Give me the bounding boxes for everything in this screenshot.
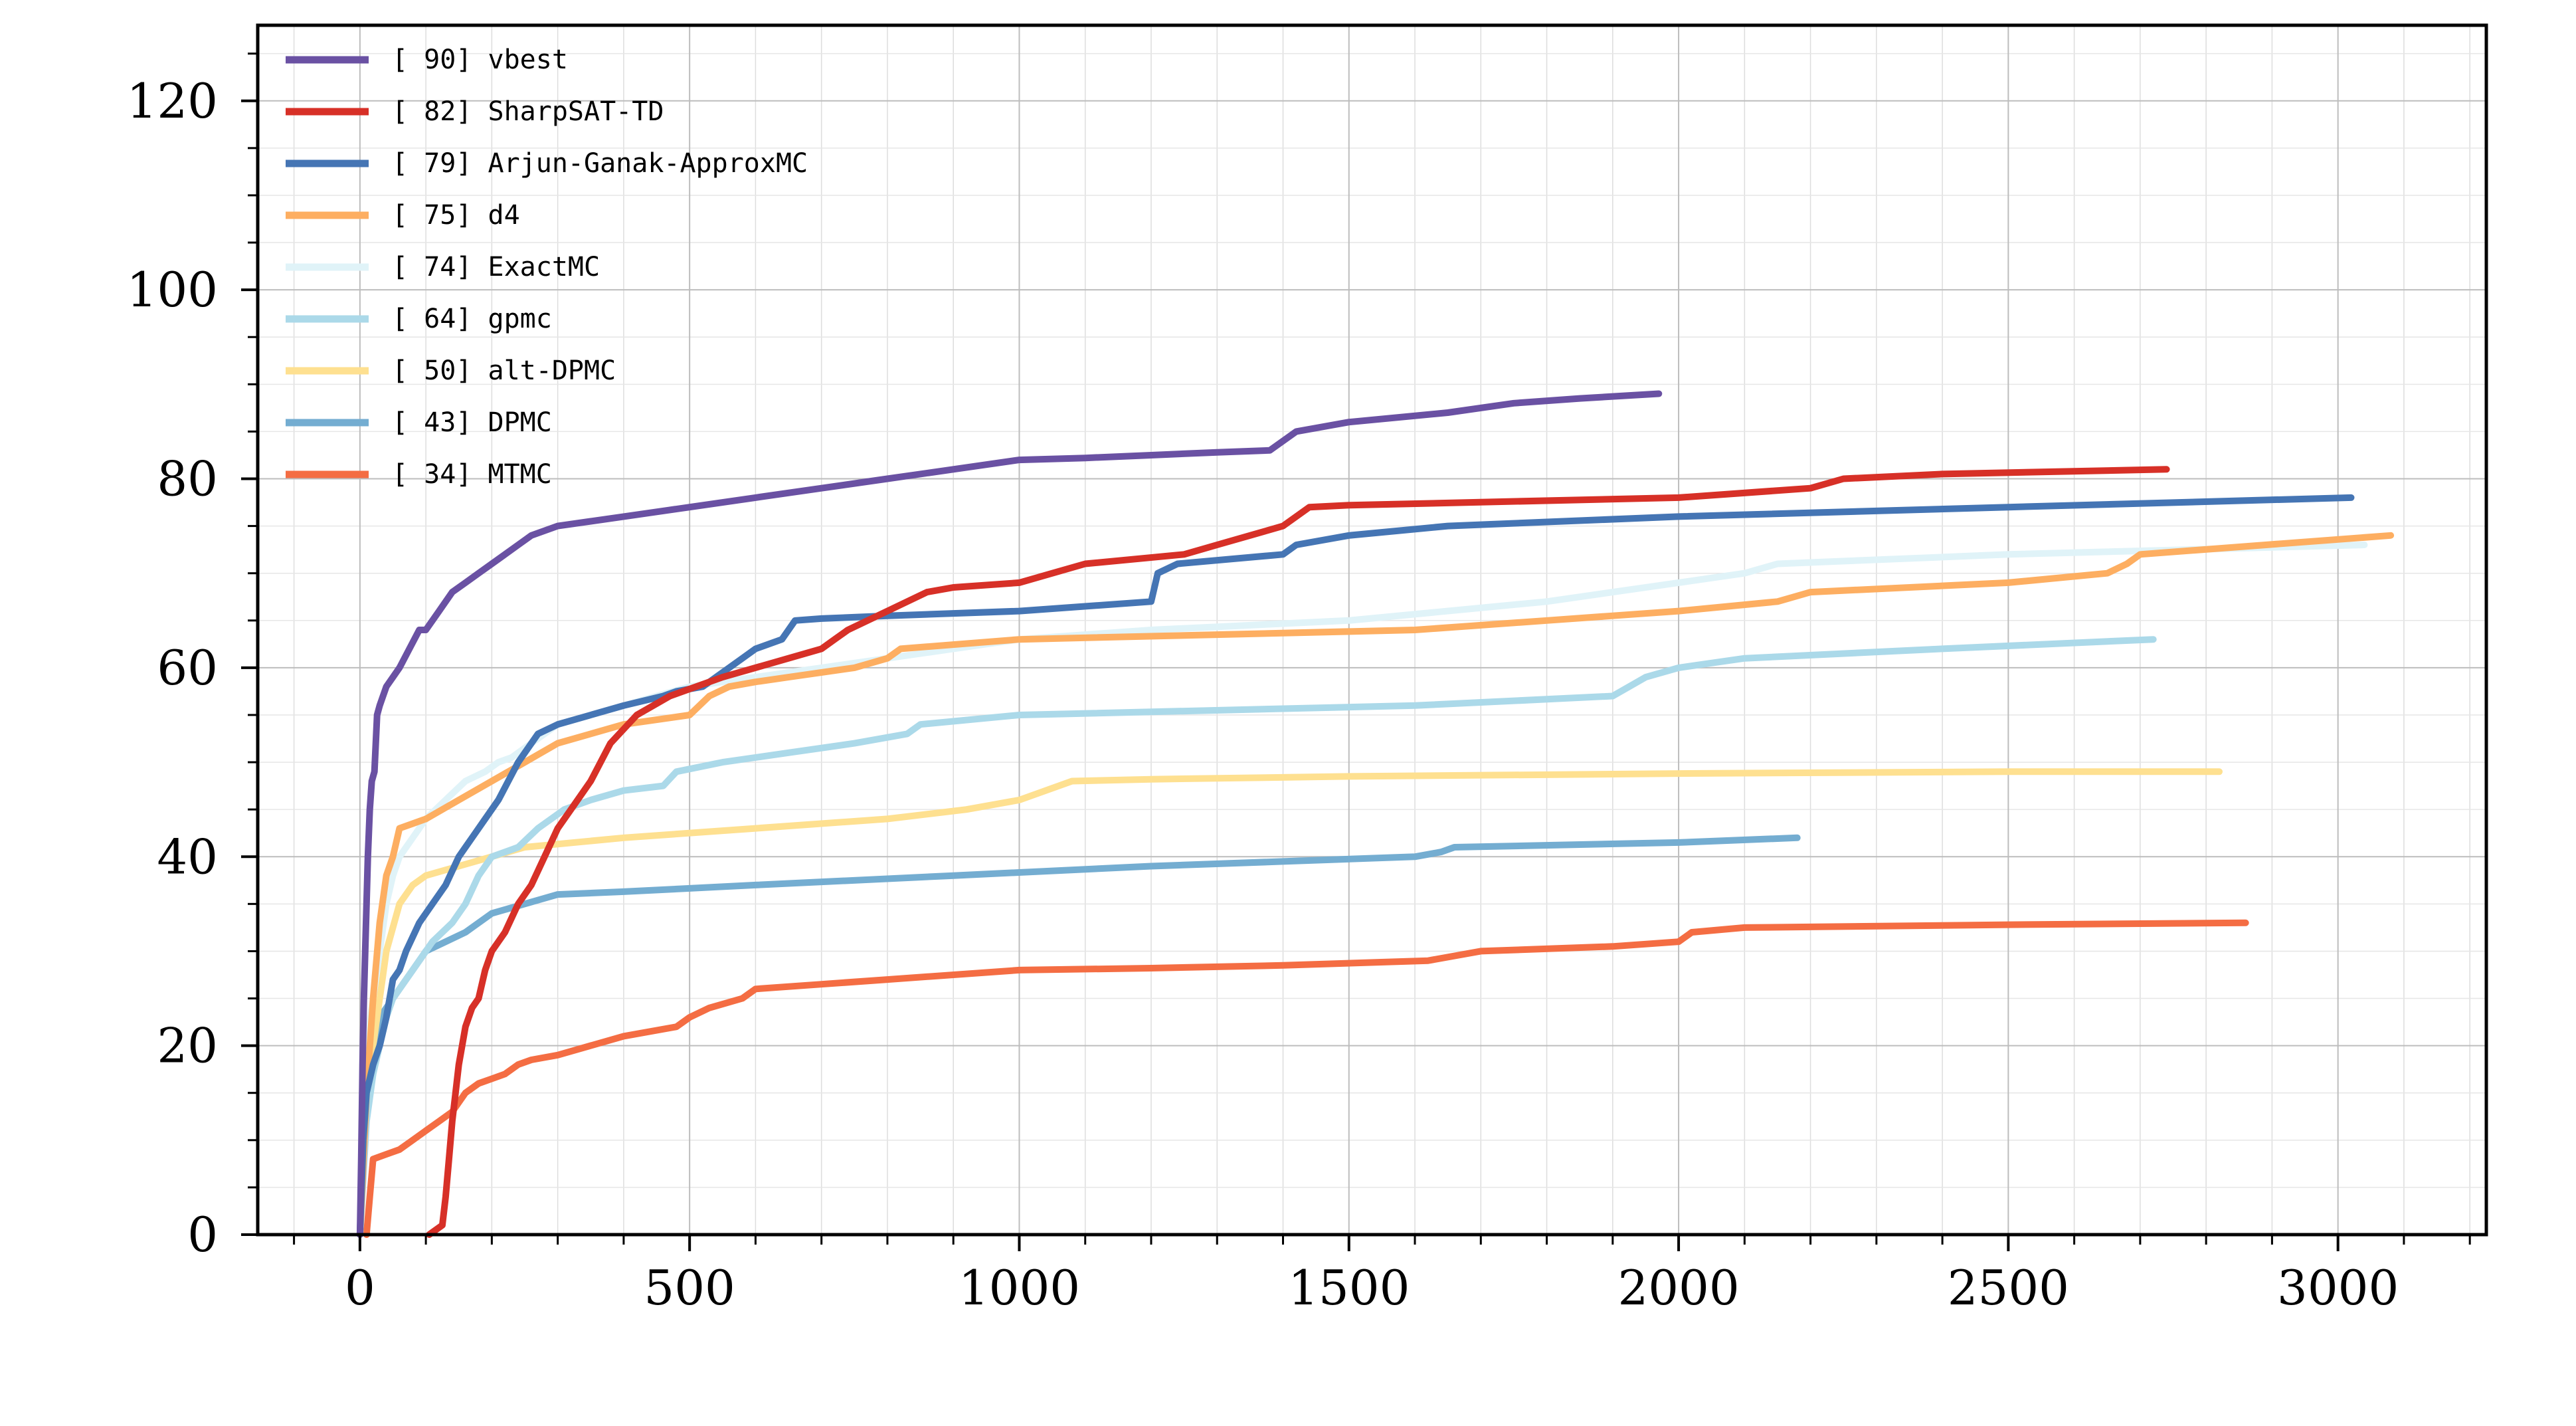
y-tick-label: 60	[157, 640, 218, 696]
x-tick-label: 1500	[1288, 1260, 1410, 1316]
y-tick-label: 0	[187, 1207, 218, 1263]
plot-frame	[256, 23, 2488, 1237]
series-line	[426, 466, 2170, 1238]
y-tick-label: 20	[157, 1018, 218, 1074]
series-lines	[356, 390, 2395, 1238]
legend-item: [ 34] MTMC	[286, 459, 552, 490]
minor-grid	[258, 25, 2486, 1235]
legend-item: [ 90] vbest	[286, 45, 568, 75]
y-tick-label: 120	[127, 73, 218, 129]
legend-label: [ 79] Arjun-Ganak-ApproxMC	[392, 148, 808, 179]
legend-label: [ 50] alt-DPMC	[392, 356, 616, 386]
series-line	[356, 390, 1663, 1238]
legend-label: [ 34] MTMC	[392, 459, 552, 490]
legend-item: [ 50] alt-DPMC	[286, 356, 616, 386]
y-axis-tick-labels: 0 20 40 60 80 100 120	[127, 73, 218, 1263]
legend-label: [ 75] d4	[392, 200, 520, 231]
legend-item: [ 74] ExactMC	[286, 252, 600, 282]
legend-item: [ 82] SharpSAT-TD	[286, 96, 664, 127]
y-tick-label: 40	[157, 829, 218, 884]
series-line	[356, 532, 2395, 1238]
x-tick-label: 1000	[959, 1260, 1080, 1316]
legend-item: [ 64] gpmc	[286, 304, 552, 334]
legend: [ 90] vbest [ 82] SharpSAT-TD [ 79] Arjun-…	[286, 45, 808, 490]
x-tick-label: 0	[345, 1260, 375, 1316]
legend-label: [ 64] gpmc	[392, 304, 552, 334]
x-axis-tick-labels: 0 500 1000 1500 2000 2500 3000	[345, 1260, 2399, 1316]
y-tick-label: 80	[157, 451, 218, 507]
x-tick-label: 2500	[1948, 1260, 2069, 1316]
legend-item: [ 79] Arjun-Ganak-ApproxMC	[286, 148, 808, 179]
legend-label: [ 82] SharpSAT-TD	[392, 96, 664, 127]
x-tick-label: 2000	[1617, 1260, 1739, 1316]
legend-item: [ 43] DPMC	[286, 407, 552, 438]
x-tick-label: 3000	[2277, 1260, 2399, 1316]
legend-item: [ 75] d4	[286, 200, 520, 231]
series-line	[356, 834, 1801, 1238]
series-line	[356, 768, 2223, 1238]
legend-label: [ 43] DPMC	[392, 407, 552, 438]
legend-label: [ 74] ExactMC	[392, 252, 600, 282]
series-line	[363, 919, 2249, 1238]
x-tick-label: 500	[644, 1260, 735, 1316]
axis-ticks	[241, 52, 2471, 1251]
y-tick-label: 100	[127, 262, 218, 318]
legend-label: [ 90] vbest	[392, 45, 568, 75]
